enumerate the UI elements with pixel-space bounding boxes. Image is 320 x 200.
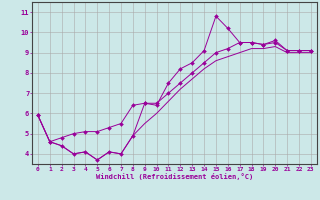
X-axis label: Windchill (Refroidissement éolien,°C): Windchill (Refroidissement éolien,°C) xyxy=(96,173,253,180)
